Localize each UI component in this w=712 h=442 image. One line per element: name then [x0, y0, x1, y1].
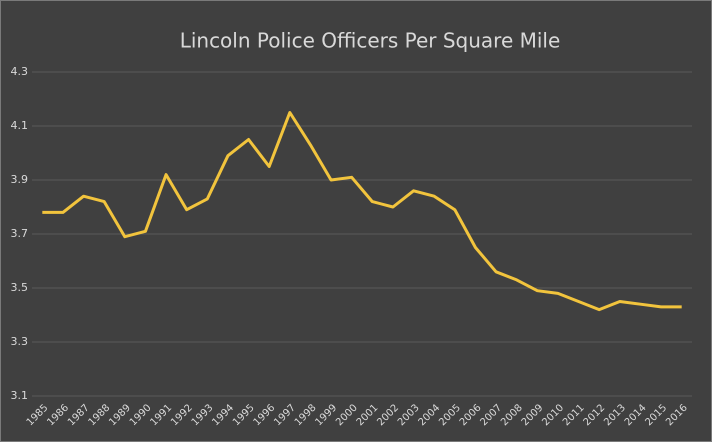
y-tick-label: 3.7	[11, 227, 29, 240]
y-tick-label: 3.1	[11, 389, 29, 402]
y-tick-label: 3.9	[11, 173, 29, 186]
chart-title: Lincoln Police Officers Per Square Mile	[180, 29, 561, 53]
y-tick-label: 4.3	[11, 65, 29, 78]
y-tick-label: 3.5	[11, 281, 29, 294]
y-tick-label: 3.3	[11, 335, 29, 348]
data-line	[42, 111, 682, 312]
y-tick-label: 4.1	[11, 119, 29, 132]
